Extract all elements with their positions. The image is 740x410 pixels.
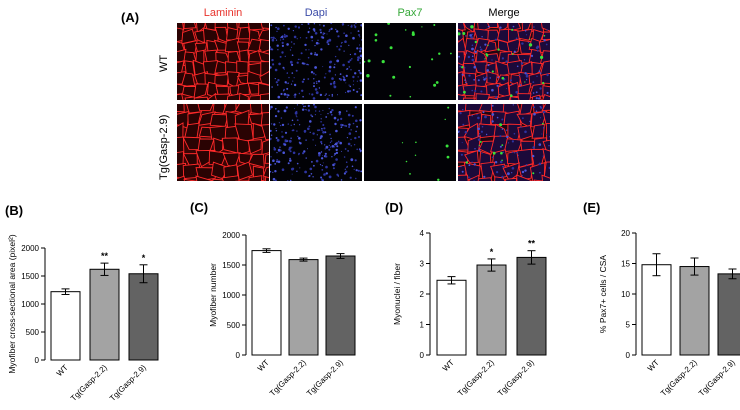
panel-c-ytick-label: 1000 [222, 291, 240, 300]
panel-e-ytick-label: 5 [626, 321, 631, 330]
panel-c-bar [251, 250, 282, 356]
panel-e-category-label: Tg(Gasp-2.2) [659, 358, 699, 398]
panel-e-ytick-label: 20 [621, 229, 630, 238]
panel-b-letter: (B) [5, 203, 23, 218]
column-label-laminin: Laminin [203, 7, 243, 19]
panel-c-ylabel: Myofiber number [208, 263, 218, 327]
panel-b-ytick-label: 1000 [21, 300, 39, 309]
panel-b-significance: * [142, 253, 146, 263]
panel-d-ytick-label: 1 [420, 321, 425, 330]
column-label-dapi: Dapi [304, 7, 328, 19]
panel-d-ylabel: Myonuclei / fiber [392, 263, 402, 325]
panel-b-ylabel: Myofiber cross-sectional area (pixel²) [7, 234, 17, 374]
panel-e-bar [717, 273, 740, 356]
column-label-pax7: Pax7 [397, 7, 423, 19]
panel-c-ytick-label: 500 [227, 321, 241, 330]
panel-d-ytick-label: 0 [420, 351, 425, 360]
panel-d-significance: * [490, 247, 494, 257]
panel-c-letter: (C) [190, 200, 208, 215]
panel-b-category-label: Tg(Gasp-2.2) [69, 363, 109, 403]
panel-d-ytick-label: 2 [420, 290, 425, 299]
panel-d-significance: ** [528, 239, 536, 249]
panel-d-bar [476, 264, 507, 356]
panel-d-letter: (D) [385, 200, 403, 215]
panel-e-category-label: WT [646, 358, 661, 373]
panel-c-bar [325, 255, 356, 356]
micrograph-pax7-wt [364, 23, 456, 100]
panel-e-bar [641, 264, 672, 356]
micrograph-dapi-wt [270, 23, 362, 100]
panel-b-bar [50, 291, 81, 361]
panel-b-category-label: Tg(Gasp-2.9) [108, 363, 148, 403]
panel-d-ytick-label: 3 [420, 260, 425, 269]
panel-b-bar [89, 268, 120, 361]
micrograph-laminin-tg-gasp-2-9 [177, 104, 269, 181]
panel-c-bar [288, 259, 319, 356]
panel-b-ytick-label: 0 [35, 356, 40, 365]
panel-b-bar [128, 273, 159, 361]
panel-b-category-label: WT [55, 363, 70, 378]
panel-d-category-label: Tg(Gasp-2.2) [456, 358, 496, 398]
panel-c-category-label: WT [256, 358, 271, 373]
panel-e-ytick-label: 10 [621, 290, 630, 299]
panel-c-ytick-label: 1500 [222, 261, 240, 270]
panel-e-ylabel: % Pax7+ cells / CSA [598, 255, 608, 334]
panel-e-ytick-label: 0 [626, 351, 631, 360]
panel-c-category-label: Tg(Gasp-2.9) [305, 358, 345, 398]
panel-e-ytick-label: 15 [621, 260, 630, 269]
micrograph-pax7-tg-gasp-2-9 [364, 104, 456, 181]
panel-c-ytick-label: 0 [236, 351, 241, 360]
micrograph-merge-tg-gasp-2-9 [458, 104, 550, 181]
panel-d-category-label: WT [441, 358, 456, 373]
panel-e-bar [679, 266, 710, 356]
micrograph-dapi-tg-gasp-2-9 [270, 104, 362, 181]
panel-d-ytick-label: 4 [420, 229, 425, 238]
panel-b-significance: ** [101, 251, 109, 261]
panel-d-category-label: Tg(Gasp-2.9) [496, 358, 536, 398]
panel-c-category-label: Tg(Gasp-2.2) [268, 358, 308, 398]
panel-a-letter: (A) [121, 10, 140, 25]
panel-b-ytick-label: 500 [26, 328, 40, 337]
micrograph-laminin-wt [177, 23, 269, 100]
panel-e-letter: (E) [583, 200, 600, 215]
panel-e-category-label: Tg(Gasp-2.9) [697, 358, 737, 398]
micrograph-merge-wt [458, 23, 550, 100]
panel-b-ytick-label: 2000 [21, 244, 39, 253]
panel-d-bar [436, 279, 467, 356]
panel-c-ytick-label: 2000 [222, 231, 240, 240]
panel-d-bar [516, 256, 547, 356]
panel-b-ytick-label: 1500 [21, 272, 39, 281]
column-label-merge: Merge [488, 7, 520, 19]
